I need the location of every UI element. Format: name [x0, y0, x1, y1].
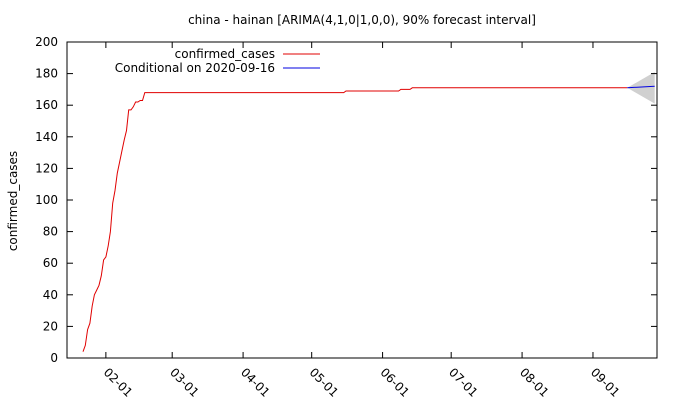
x-tick-label: 08-01: [517, 365, 552, 400]
y-tick-label: 140: [35, 130, 58, 144]
x-tick-label: 06-01: [377, 365, 412, 400]
series-line-confirmed-cases: [82, 87, 628, 352]
legend-label: Conditional on 2020-09-16: [115, 61, 275, 75]
y-tick-label: 200: [35, 35, 58, 49]
x-tick-label: 07-01: [446, 365, 481, 400]
forecast-interval-area: [627, 72, 655, 104]
x-tick-label: 05-01: [307, 365, 342, 400]
interval-layer: [627, 72, 655, 104]
y-tick-label: 100: [35, 193, 58, 207]
y-tick-label: 60: [43, 256, 58, 270]
y-tick-label: 120: [35, 161, 58, 175]
y-axis-label: confirmed_cases: [6, 151, 20, 251]
series-line-conditional-forecast: [627, 85, 655, 89]
x-tick-label: 03-01: [167, 365, 202, 400]
chart-title: china - hainan [ARIMA(4,1,0|1,0,0), 90% …: [188, 13, 536, 27]
legend-label: confirmed_cases: [175, 47, 275, 61]
x-tick-label: 02-01: [101, 365, 136, 400]
y-axis: 0 20 40 60 80 100 120 140 160 180 200: [35, 35, 657, 365]
y-tick-label: 160: [35, 98, 58, 112]
plot-frame: [66, 41, 658, 359]
x-tick-label: 09-01: [588, 365, 623, 400]
x-axis: 02-01 03-01 04-01 05-01 06-01 07-01 08-01 09-01: [101, 42, 623, 400]
series-layer: [82, 85, 655, 352]
y-tick-label: 40: [43, 288, 58, 302]
y-tick-label: 80: [43, 225, 58, 239]
y-tick-label: 20: [43, 319, 58, 333]
y-tick-label: 0: [50, 351, 58, 365]
x-tick-label: 04-01: [238, 365, 273, 400]
y-tick-label: 180: [35, 67, 58, 81]
